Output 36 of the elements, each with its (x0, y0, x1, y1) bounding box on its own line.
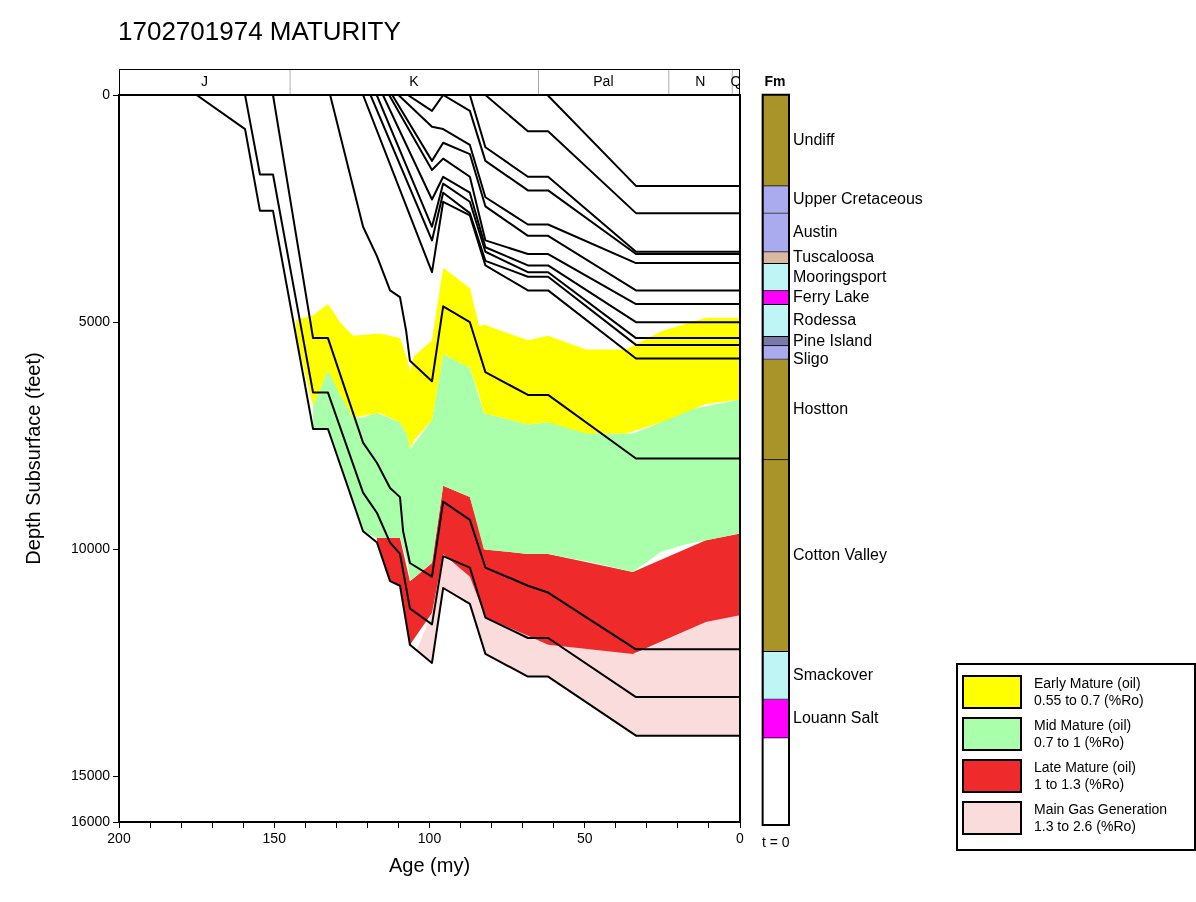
x-tick-label: t = 0 (762, 834, 791, 851)
x-tick-label: 100 (417, 830, 442, 847)
x-tick-label: 150 (262, 830, 287, 847)
series-label: Mooringsport (793, 267, 888, 285)
y-tick-label: 16000 (71, 812, 111, 829)
series-label: Undiff (793, 131, 836, 149)
series-label: Pine Island (793, 331, 873, 349)
x-tick-label: 0 (736, 830, 745, 847)
series-label: Hostton (793, 400, 849, 418)
series-label: K (409, 72, 420, 89)
y-tick-label: 0 (102, 85, 111, 102)
y-tick-label: 5000 (78, 313, 111, 330)
series-label: Rodessa (793, 311, 857, 329)
legend-label: Main Gas Generation 1.3 to 2.6 (%Ro) (1034, 801, 1168, 835)
legend-label: Late Mature (oil) 1 to 1.3 (%Ro) (1034, 759, 1136, 793)
y-tick-label: 10000 (71, 540, 111, 557)
series-label: Austin (793, 223, 838, 241)
y-axis-title: Depth Subsurface (feet) (21, 352, 44, 565)
series-label: Sligo (793, 349, 830, 367)
chart-title: 1702701974 MATURITY (118, 16, 401, 47)
series-label: Louann Salt (793, 709, 880, 727)
series-label: N (695, 72, 706, 89)
x-tick-label: 200 (107, 830, 131, 847)
legend-label: Early Mature (oil) 0.55 to 0.7 (%Ro) (1034, 675, 1144, 709)
y-tick-label: 15000 (71, 767, 111, 784)
series-label: Upper Cretaceous (793, 190, 924, 208)
x-tick-label: 50 (576, 830, 593, 847)
series-label: Cotton Valley (793, 546, 888, 564)
x-axis-title: Age (my) (388, 853, 471, 876)
series-label: Tuscaloosa (793, 248, 875, 266)
series-label: J (200, 72, 208, 89)
series-label: Smackover (793, 666, 875, 684)
legend-label: Mid Mature (oil) 0.7 to 1 (%Ro) (1034, 717, 1132, 751)
series-label: Pal (593, 72, 614, 89)
chart-title: Fm (764, 73, 786, 90)
series-label: Ferry Lake (793, 288, 870, 306)
